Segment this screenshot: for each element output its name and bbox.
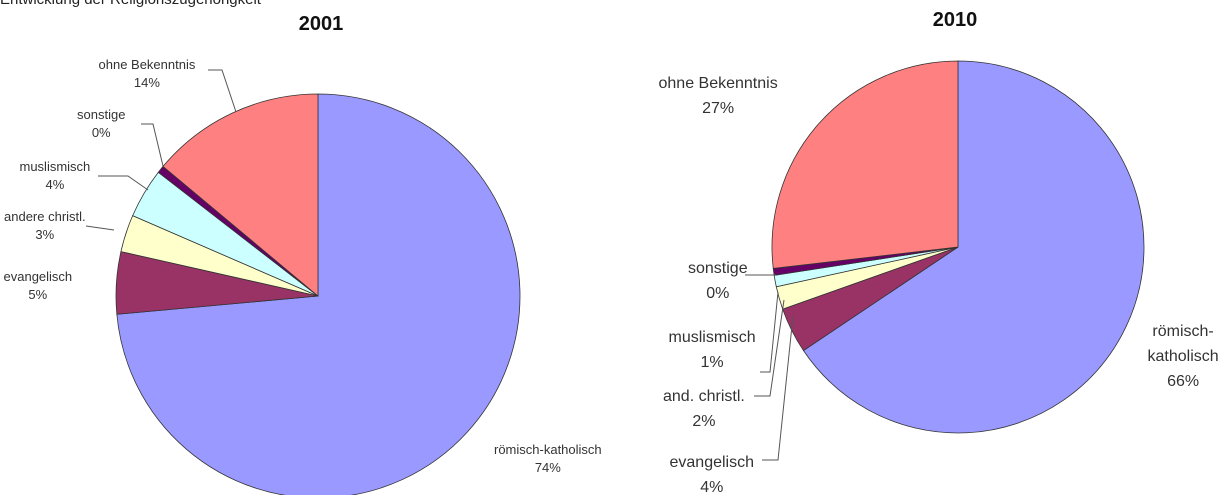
slice-label-2001-ohne-bekenntnis: ohne Bekenntnis 14% [98,57,196,90]
leader-line-2010-and-christl [754,299,785,397]
slice-label-2001-roemisch-katholisch: römisch-katholisch 74% [494,442,602,475]
leader-line-2010-muslismisch [760,291,779,373]
slice-label-2010-and-christl: and. christl. 2% [663,385,745,435]
leader-line-2001-ohne-bekenntnis [208,69,237,113]
slice-value-2001-evangelisch: 5% [28,286,48,302]
leader-line-2001-andere-christl [85,225,115,231]
leader-line-2001-muslismisch [98,175,149,191]
leader-lines [85,69,794,461]
leader-line-2001-sonstige [141,123,164,167]
slice-label-2010-ohne-bekenntnis: ohne Bekenntnis 27% [659,72,778,122]
slice-label-2001-sonstige: sonstige 0% [77,107,126,140]
slice-label-2001-evangelisch: evangelisch 5% [3,269,73,302]
pie-slice-2001-ohne-bekenntnis [162,93,319,297]
chart-title-2010: 2010 [932,9,978,31]
cropped-header-text: Entwicklung der Religionszugehörigkeit [0,0,261,8]
pie-chart-2001 [115,93,521,495]
slice-value-2010-sonstige: 0% [706,284,730,302]
leader-line-2010-evangelisch [762,315,794,461]
slice-value-2010-ohne-bekenntnis: 27% [702,99,735,117]
slice-label-2010-roemisch-katholisch: römisch-katholisch 66% [1148,320,1219,394]
chart-title-2001: 2001 [298,13,344,35]
slice-label-2001-muslismisch: muslismisch 4% [19,159,91,192]
slice-value-2010-evangelisch: 4% [700,478,724,496]
slice-label-2010-evangelisch: evangelisch 4% [670,451,755,501]
pie-chart-2010 [771,60,1145,434]
pie-slice-2010-roemisch-katholisch [802,60,1145,434]
pie-slice-2010-ohne-bekenntnis [771,60,959,269]
slice-value-2001-andere-christl: 3% [35,226,55,242]
slice-value-2001-muslismisch: 4% [45,176,65,192]
slice-value-2001-ohne-bekenntnis: 14% [133,74,160,90]
slice-label-2001-andere-christl: andere christl. 3% [4,209,86,242]
slice-value-2010-and-christl: 2% [692,412,716,430]
slice-value-2010-muslismisch: 1% [700,353,724,371]
slice-value-2001-roemisch-katholisch: 74% [534,459,561,475]
slice-value-2001-sonstige: 0% [91,124,111,140]
slice-label-2010-muslismisch: muslismisch 1% [669,326,756,376]
pie-slice-2001-roemisch-katholisch [116,93,521,495]
slice-value-2010-roemisch-katholisch: 66% [1167,372,1200,390]
slice-label-2010-sonstige: sonstige 0% [688,257,748,307]
